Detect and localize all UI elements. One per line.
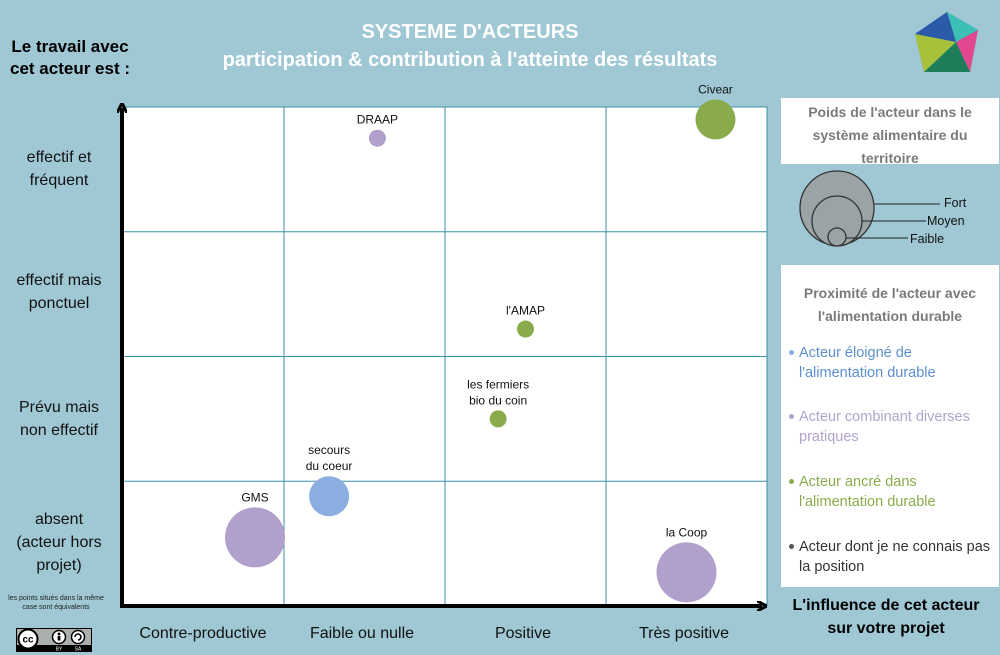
y-tick-label-4: absent (acteur hors projet) bbox=[2, 508, 116, 577]
data-point bbox=[656, 542, 717, 603]
y-tick-line: effectif mais bbox=[16, 272, 102, 289]
size-legend-title-line: système alimentaire du bbox=[812, 127, 968, 143]
y-axis-title: Le travail avec cet acteur est : bbox=[0, 36, 140, 80]
by-text: BY bbox=[56, 647, 63, 653]
data-point bbox=[695, 99, 736, 140]
legend-dot-inconnu bbox=[789, 544, 794, 549]
data-points: DRAAP Civear l'AMAP les fermiers bio du coin… bbox=[225, 82, 736, 603]
legend-item-inconnu: Acteur dont je ne connais pas la positio… bbox=[785, 537, 999, 577]
x-tick-label-3: Positive bbox=[494, 625, 552, 642]
legend-item-line: pratiques bbox=[799, 429, 859, 445]
legend-item-line: l'alimentation durable bbox=[799, 494, 936, 510]
size-legend: Fort Moyen Faible bbox=[799, 170, 967, 247]
data-point-label: secours bbox=[308, 443, 350, 457]
cc-text: cc bbox=[22, 635, 34, 646]
y-tick-line: absent bbox=[34, 511, 84, 528]
size-fort-label: Fort bbox=[944, 196, 967, 210]
y-tick-line: (acteur hors bbox=[16, 534, 102, 551]
legend-item-eloigne: Acteur éloigné de l'alimentation durable bbox=[785, 343, 999, 383]
y-tick-line: ponctuel bbox=[28, 295, 90, 312]
legend-item-line: Acteur dont je ne connais pas bbox=[799, 539, 991, 555]
size-faible-label: Faible bbox=[910, 232, 944, 246]
y-tick-line: projet) bbox=[36, 557, 82, 574]
size-legend-title: Poids de l'acteur dans le système alimen… bbox=[781, 98, 999, 170]
y-axis-title-line1: Le travail avec bbox=[11, 37, 129, 56]
x-tick-label-4: Très positive bbox=[638, 625, 730, 642]
legend-item-line: Acteur ancré dans bbox=[799, 474, 917, 490]
cc-license-icon: cc BY SA bbox=[16, 628, 92, 652]
data-point bbox=[517, 320, 534, 338]
data-point bbox=[309, 476, 350, 517]
legend-dot-eloigne bbox=[789, 350, 794, 355]
chart-title-line1: SYSTEME D'ACTEURS bbox=[361, 21, 579, 43]
chart-title: SYSTEME D'ACTEURS participation & contri… bbox=[170, 18, 770, 74]
y-tick-label-3: Prévu mais non effectif bbox=[2, 396, 116, 442]
legend-item-line: Acteur combinant diverses bbox=[799, 409, 970, 425]
data-point bbox=[225, 507, 286, 568]
y-tick-line: effectif et bbox=[26, 149, 92, 166]
legend-dot-combinant bbox=[789, 414, 794, 419]
x-tick-label-1: Contre-productive bbox=[139, 625, 267, 642]
x-axis-title: L'influence de cet acteur sur votre proj… bbox=[770, 594, 1000, 640]
data-point-label: du coeur bbox=[306, 459, 353, 473]
y-tick-label-1: effectif et fréquent bbox=[2, 146, 116, 192]
sa-text: SA bbox=[75, 647, 82, 653]
y-tick-line: non effectif bbox=[20, 422, 98, 439]
size-faible-circle bbox=[827, 227, 847, 247]
y-tick-line: fréquent bbox=[29, 172, 89, 189]
x-axis-title-line1: L'influence de cet acteur bbox=[792, 597, 980, 614]
data-point-label: la Coop bbox=[666, 525, 708, 539]
proximity-legend-title-line: l'alimentation durable bbox=[817, 308, 963, 324]
size-legend-panel: Poids de l'acteur dans le système alimen… bbox=[781, 98, 999, 166]
data-point-label: GMS bbox=[241, 490, 268, 504]
proximity-legend-panel: Proximité de l'acteur avec l'alimentatio… bbox=[781, 265, 999, 587]
data-point-label: bio du coin bbox=[469, 393, 527, 407]
data-point-label: Civear bbox=[698, 82, 733, 96]
legend-item-line: Acteur éloigné de bbox=[799, 345, 912, 361]
x-axis-title-line2: sur votre projet bbox=[827, 620, 945, 637]
size-legend-title-line: Poids de l'acteur dans le bbox=[808, 104, 972, 120]
legend-dot-ancre bbox=[789, 479, 794, 484]
data-point bbox=[489, 410, 507, 428]
proximity-legend-title-line: Proximité de l'acteur avec bbox=[803, 285, 977, 301]
size-legend-title-line: territoire bbox=[861, 150, 919, 166]
legend-item-combinant: Acteur combinant diverses pratiques bbox=[785, 407, 999, 447]
y-axis-title-line2: cet acteur est : bbox=[10, 59, 130, 78]
y-tick-line: Prévu mais bbox=[18, 399, 100, 416]
legend-item-line: la position bbox=[799, 559, 865, 575]
size-moyen-label: Moyen bbox=[927, 214, 965, 228]
proximity-legend-title: Proximité de l'acteur avec l'alimentatio… bbox=[781, 265, 999, 328]
data-point-label: les fermiers bbox=[467, 377, 529, 391]
logo-icon bbox=[915, 12, 978, 72]
chart-title-line2: participation & contribution à l'atteint… bbox=[222, 49, 718, 71]
x-tick-label-2: Faible ou nulle bbox=[309, 625, 415, 642]
legend-item-line: l'alimentation durable bbox=[799, 365, 936, 381]
legend-item-ancre: Acteur ancré dans l'alimentation durable bbox=[785, 472, 999, 512]
data-point-label: l'AMAP bbox=[506, 304, 545, 318]
y-tick-label-2: effectif mais ponctuel bbox=[2, 269, 116, 315]
data-point-label: DRAAP bbox=[357, 113, 398, 127]
footnote: les points situés dans la même case sont… bbox=[8, 595, 104, 611]
data-point bbox=[368, 129, 386, 147]
